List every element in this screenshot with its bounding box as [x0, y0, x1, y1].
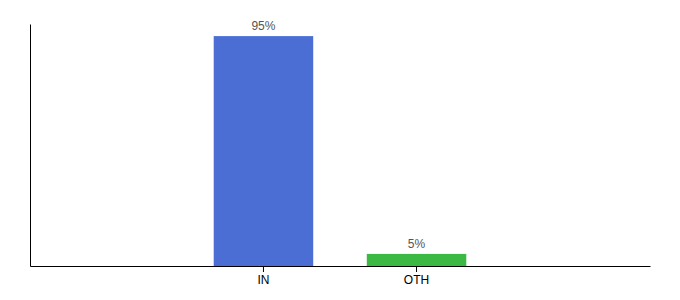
x-tick: IN	[257, 266, 269, 287]
x-tick-mark	[263, 266, 264, 272]
plot: IN OTH 95% 5%	[31, 19, 651, 286]
y-axis	[30, 25, 31, 267]
bars	[214, 36, 467, 266]
x-tick: OTH	[404, 266, 429, 287]
data-label: 5%	[408, 237, 426, 251]
x-tick-mark	[416, 266, 417, 272]
data-labels: 95% 5%	[251, 19, 425, 251]
bar	[367, 254, 467, 266]
x-axis-line	[31, 266, 651, 267]
bar	[214, 36, 314, 266]
chart: IN OTH 95% 5%	[0, 0, 680, 300]
x-axis: IN OTH	[31, 266, 651, 287]
y-axis-line	[30, 25, 31, 267]
x-tick-label: IN	[257, 273, 269, 287]
x-tick-label: OTH	[404, 273, 429, 287]
data-label: 95%	[251, 19, 275, 33]
